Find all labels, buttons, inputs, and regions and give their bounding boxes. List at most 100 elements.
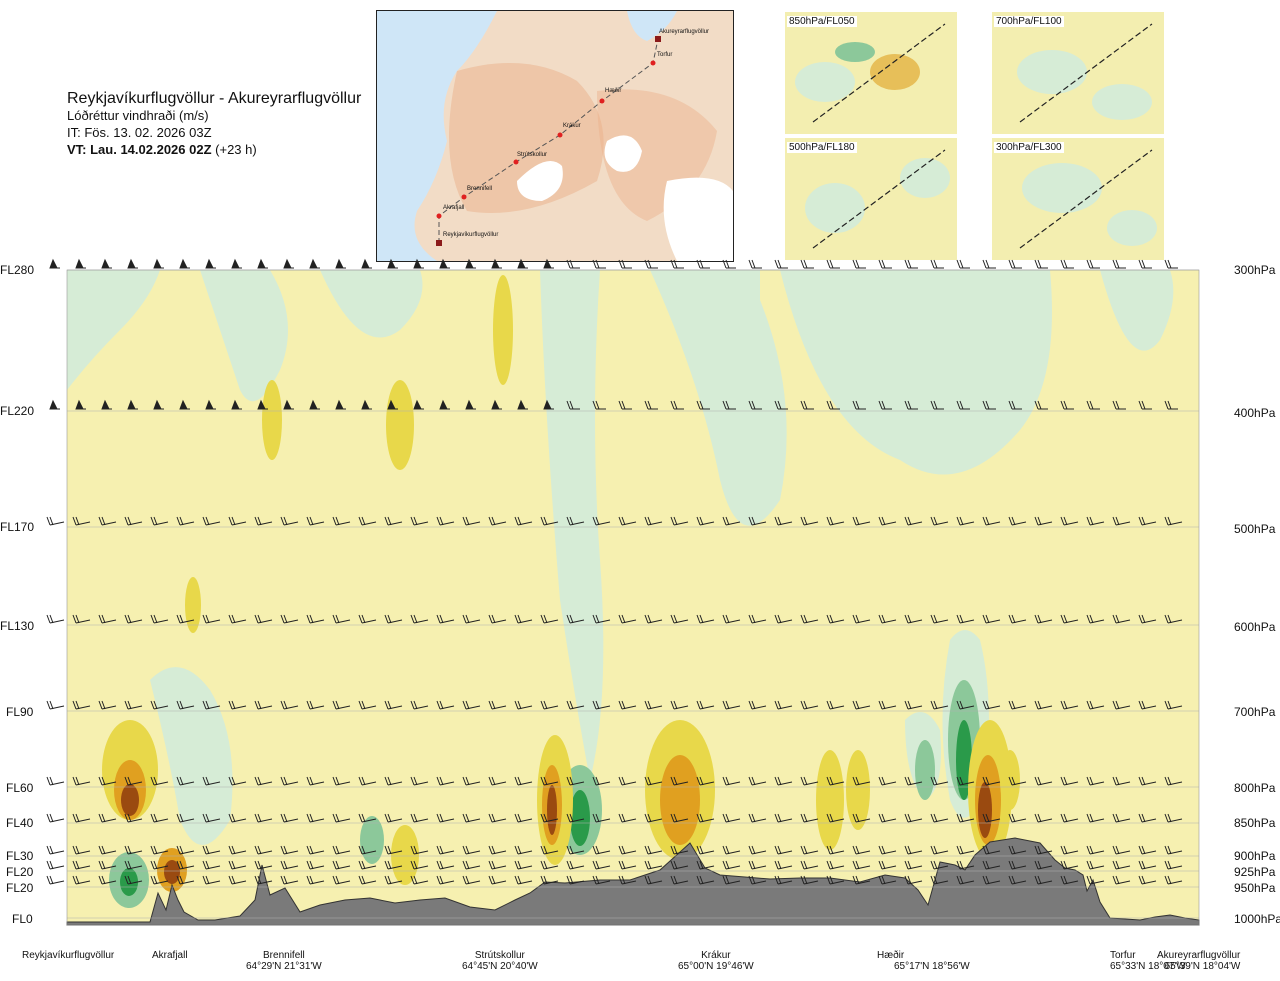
wind-barb-feather (254, 614, 262, 624)
fjord-area (627, 11, 677, 41)
wind-barb-feather (280, 614, 288, 624)
wind-barb-feather (1138, 875, 1146, 885)
wind-barb-feather (774, 845, 782, 855)
wind-barb-feather (228, 700, 236, 710)
wind-barb-feather (46, 614, 54, 624)
wind-barb-feather (982, 813, 990, 823)
wind-barb-feather (257, 258, 266, 269)
wind-barb-feather (514, 516, 522, 526)
wind-barb-feather (566, 516, 574, 526)
thumbnail-300hpa[interactable]: 300hPa/FL300 (992, 138, 1164, 260)
wind-barb-feather (800, 845, 808, 855)
wind-barb-feather (361, 258, 370, 269)
thumbnail-700hpa[interactable]: 700hPa/FL100 (992, 12, 1164, 134)
wind-barb-feather (774, 700, 782, 710)
wind-barb-feather (228, 860, 236, 870)
wind-barb-feather (930, 516, 938, 526)
downdraft-areas (67, 270, 1174, 845)
wind-barb-feather (101, 399, 110, 410)
thumbnail-700hpa-field (992, 12, 1164, 134)
wind-barb-feather (904, 813, 912, 823)
wind-barb-feather (670, 813, 678, 823)
wind-barb-feather (618, 813, 626, 823)
wind-barb-feather (72, 860, 80, 870)
wind-barb-feather (1060, 400, 1068, 410)
wind-barb-feather (228, 813, 236, 823)
wind-barb-feather (800, 875, 808, 885)
wind-barb-feather (1138, 614, 1146, 624)
level-left-fl30: FL30 (6, 849, 34, 863)
wind-barb-feather (384, 845, 392, 855)
wind-barb-feather (982, 400, 990, 410)
wind-barb-feather (774, 776, 782, 786)
wind-barb-feather (800, 813, 808, 823)
wind-barb-feather (358, 776, 366, 786)
level-right-800hpa: 800hPa (1234, 781, 1276, 795)
wind-barb-feather (46, 776, 54, 786)
wind-barb-feather (540, 813, 548, 823)
wind-barb-feather (205, 258, 214, 269)
wind-barb-feather (956, 259, 964, 269)
wind-barb-feather (358, 700, 366, 710)
wind-barb-feather (1164, 860, 1172, 870)
map-label-strutskollur: Strútskollur (517, 152, 548, 158)
level-right-925hpa: 925hPa (1234, 865, 1276, 879)
wind-barb-feather (670, 400, 678, 410)
wind-barb-feather (1138, 813, 1146, 823)
pressure-level-lines (67, 269, 1199, 919)
waypoint-marker (650, 60, 656, 66)
updraft-areas (102, 275, 1020, 892)
wind-barb-feather (1034, 700, 1042, 710)
wind-barb-feather (852, 875, 860, 885)
thumbnail-850hpa[interactable]: 850hPa/FL050 (785, 12, 957, 134)
wind-barb-feather (800, 400, 808, 410)
wind-barb-feather (878, 700, 886, 710)
thumbnail-850hpa-label: 850hPa/FL050 (787, 16, 857, 27)
wind-barb-feather (124, 845, 132, 855)
wind-barb-feather (176, 875, 184, 885)
wind-barb-feather (800, 776, 808, 786)
wind-barb-feather (358, 516, 366, 526)
wind-barb-feather (49, 399, 58, 410)
wind-barb-feather (436, 860, 444, 870)
wind-barb-feather (644, 400, 652, 410)
wind-barb-feather (176, 860, 184, 870)
wind-barb-feather (543, 399, 552, 410)
wind-barb-feather (410, 516, 418, 526)
wind-barb-feather (540, 860, 548, 870)
level-left-fl20a: FL20 (6, 865, 34, 879)
wind-barb-feather (826, 845, 834, 855)
location-coord: 65°39'N 18°04'W (1164, 961, 1241, 972)
wind-barb-feather (124, 776, 132, 786)
wind-barb-feather (153, 399, 162, 410)
wind-barb-feather (436, 875, 444, 885)
wind-barb-feather (878, 516, 886, 526)
wind-barb-feather (644, 860, 652, 870)
wind-barb-feather (852, 845, 860, 855)
wind-barb-feather (176, 776, 184, 786)
wind-barb-feather (228, 776, 236, 786)
wind-barb-feather (332, 776, 340, 786)
wind-barb-feather (1034, 875, 1042, 885)
wind-barb-feather (1008, 813, 1016, 823)
wind-barb-feather (748, 875, 756, 885)
wind-barb-feather (335, 399, 344, 410)
wind-barb-feather (202, 614, 210, 624)
wind-barb-feather (514, 614, 522, 624)
wind-barb-feather (592, 875, 600, 885)
wind-barb-feather (46, 516, 54, 526)
wind-barb-feather (465, 258, 474, 269)
wind-barb-feather (592, 845, 600, 855)
thumbnail-500hpa-field (785, 138, 957, 260)
wind-barb-feather (124, 700, 132, 710)
wind-barb-feather (306, 845, 314, 855)
wind-barb-feather (644, 614, 652, 624)
wind-barb-feather (826, 860, 834, 870)
thumbnail-500hpa[interactable]: 500hPa/FL180 (785, 138, 957, 260)
wind-barb-feather (306, 614, 314, 624)
wind-barb-feather (202, 516, 210, 526)
route-title: Reykjavíkurflugvöllur - Akureyrarflugvöl… (67, 90, 362, 107)
wind-barb-feather (566, 860, 574, 870)
wind-barb-feather (1112, 614, 1120, 624)
wind-barb-feather (644, 813, 652, 823)
